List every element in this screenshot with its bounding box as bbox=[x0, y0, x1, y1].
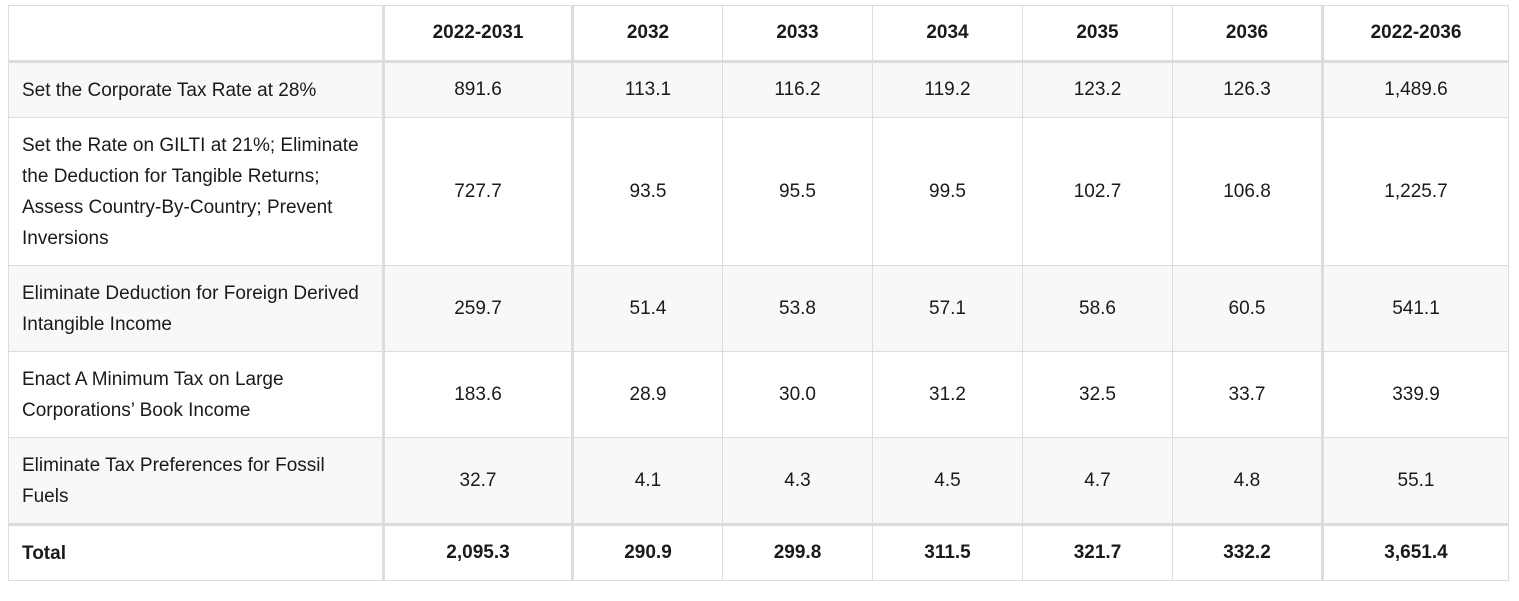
table-row: Eliminate Tax Preferences for Fossil Fue… bbox=[8, 437, 1509, 525]
header-cell-2032: 2032 bbox=[572, 5, 723, 63]
table-cell: 58.6 bbox=[1022, 265, 1173, 352]
table-cell: 33.7 bbox=[1172, 351, 1324, 438]
header-cell-2034: 2034 bbox=[872, 5, 1023, 63]
row-label: Eliminate Tax Preferences for Fossil Fue… bbox=[8, 437, 385, 525]
table-cell: 60.5 bbox=[1172, 265, 1324, 352]
table-cell: 541.1 bbox=[1322, 265, 1509, 352]
table-row: Set the Corporate Tax Rate at 28% 891.6 … bbox=[8, 61, 1509, 118]
table-cell: 57.1 bbox=[872, 265, 1023, 352]
table-cell: 31.2 bbox=[872, 351, 1023, 438]
table-cell: 95.5 bbox=[722, 117, 873, 266]
header-row: 2022-2031 2032 2033 2034 2035 2036 2022-… bbox=[8, 5, 1509, 63]
header-cell-2022-2036: 2022-2036 bbox=[1322, 5, 1509, 63]
table-cell: 4.3 bbox=[722, 437, 873, 525]
total-cell: 290.9 bbox=[572, 523, 723, 581]
table-cell: 119.2 bbox=[872, 61, 1023, 118]
header-cell-2033: 2033 bbox=[722, 5, 873, 63]
table-cell: 1,489.6 bbox=[1322, 61, 1509, 118]
row-label: Enact A Minimum Tax on Large Corporation… bbox=[8, 351, 385, 438]
table-cell: 123.2 bbox=[1022, 61, 1173, 118]
table-cell: 55.1 bbox=[1322, 437, 1509, 525]
total-row: Total 2,095.3 290.9 299.8 311.5 321.7 33… bbox=[8, 523, 1509, 581]
table-cell: 99.5 bbox=[872, 117, 1023, 266]
table-row: Set the Rate on GILTI at 21%; Eliminate … bbox=[8, 117, 1509, 266]
table-cell: 1,225.7 bbox=[1322, 117, 1509, 266]
table-cell: 32.7 bbox=[383, 437, 574, 525]
row-label: Eliminate Deduction for Foreign Derived … bbox=[8, 265, 385, 352]
total-cell: 332.2 bbox=[1172, 523, 1324, 581]
total-cell: 311.5 bbox=[872, 523, 1023, 581]
table-cell: 4.1 bbox=[572, 437, 723, 525]
table-cell: 116.2 bbox=[722, 61, 873, 118]
table-cell: 102.7 bbox=[1022, 117, 1173, 266]
total-cell: 2,095.3 bbox=[383, 523, 574, 581]
header-cell-label bbox=[8, 5, 385, 63]
table-cell: 126.3 bbox=[1172, 61, 1324, 118]
table-cell: 891.6 bbox=[383, 61, 574, 118]
header-cell-2022-2031: 2022-2031 bbox=[383, 5, 574, 63]
table-cell: 28.9 bbox=[572, 351, 723, 438]
table-row: Eliminate Deduction for Foreign Derived … bbox=[8, 265, 1509, 352]
table-cell: 4.8 bbox=[1172, 437, 1324, 525]
table-cell: 30.0 bbox=[722, 351, 873, 438]
table-cell: 32.5 bbox=[1022, 351, 1173, 438]
header-cell-2035: 2035 bbox=[1022, 5, 1173, 63]
table-row: Enact A Minimum Tax on Large Corporation… bbox=[8, 351, 1509, 438]
row-label: Set the Corporate Tax Rate at 28% bbox=[8, 61, 385, 118]
table-cell: 4.7 bbox=[1022, 437, 1173, 525]
row-label: Set the Rate on GILTI at 21%; Eliminate … bbox=[8, 117, 385, 266]
table-cell: 339.9 bbox=[1322, 351, 1509, 438]
table-cell: 106.8 bbox=[1172, 117, 1324, 266]
total-label: Total bbox=[8, 523, 385, 581]
revenue-table-container: 2022-2031 2032 2033 2034 2035 2036 2022-… bbox=[8, 5, 1509, 581]
table-cell: 4.5 bbox=[872, 437, 1023, 525]
total-cell: 3,651.4 bbox=[1322, 523, 1509, 581]
table-cell: 259.7 bbox=[383, 265, 574, 352]
table-cell: 53.8 bbox=[722, 265, 873, 352]
header-cell-2036: 2036 bbox=[1172, 5, 1324, 63]
table-cell: 51.4 bbox=[572, 265, 723, 352]
table-cell: 113.1 bbox=[572, 61, 723, 118]
table-cell: 93.5 bbox=[572, 117, 723, 266]
table-cell: 183.6 bbox=[383, 351, 574, 438]
table-cell: 727.7 bbox=[383, 117, 574, 266]
total-cell: 299.8 bbox=[722, 523, 873, 581]
revenue-table: 2022-2031 2032 2033 2034 2035 2036 2022-… bbox=[8, 5, 1509, 581]
total-cell: 321.7 bbox=[1022, 523, 1173, 581]
